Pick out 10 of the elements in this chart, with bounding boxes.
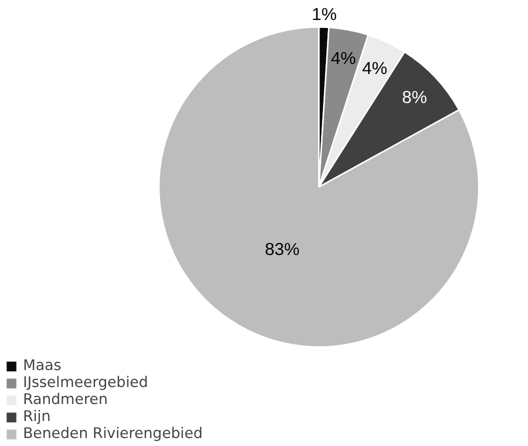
legend-label: Beneden Rivierengebied bbox=[23, 425, 203, 442]
data-label: 1% bbox=[312, 4, 337, 24]
data-label: 8% bbox=[402, 87, 427, 108]
data-label: 83% bbox=[264, 238, 300, 259]
legend-label: IJsselmeergebied bbox=[23, 374, 148, 391]
legend-label: Maas bbox=[23, 357, 62, 374]
data-label: 4% bbox=[330, 48, 356, 68]
data-label: 4% bbox=[362, 58, 388, 78]
legend-label: Randmeren bbox=[23, 391, 108, 408]
legend-label: Rijn bbox=[23, 408, 51, 425]
